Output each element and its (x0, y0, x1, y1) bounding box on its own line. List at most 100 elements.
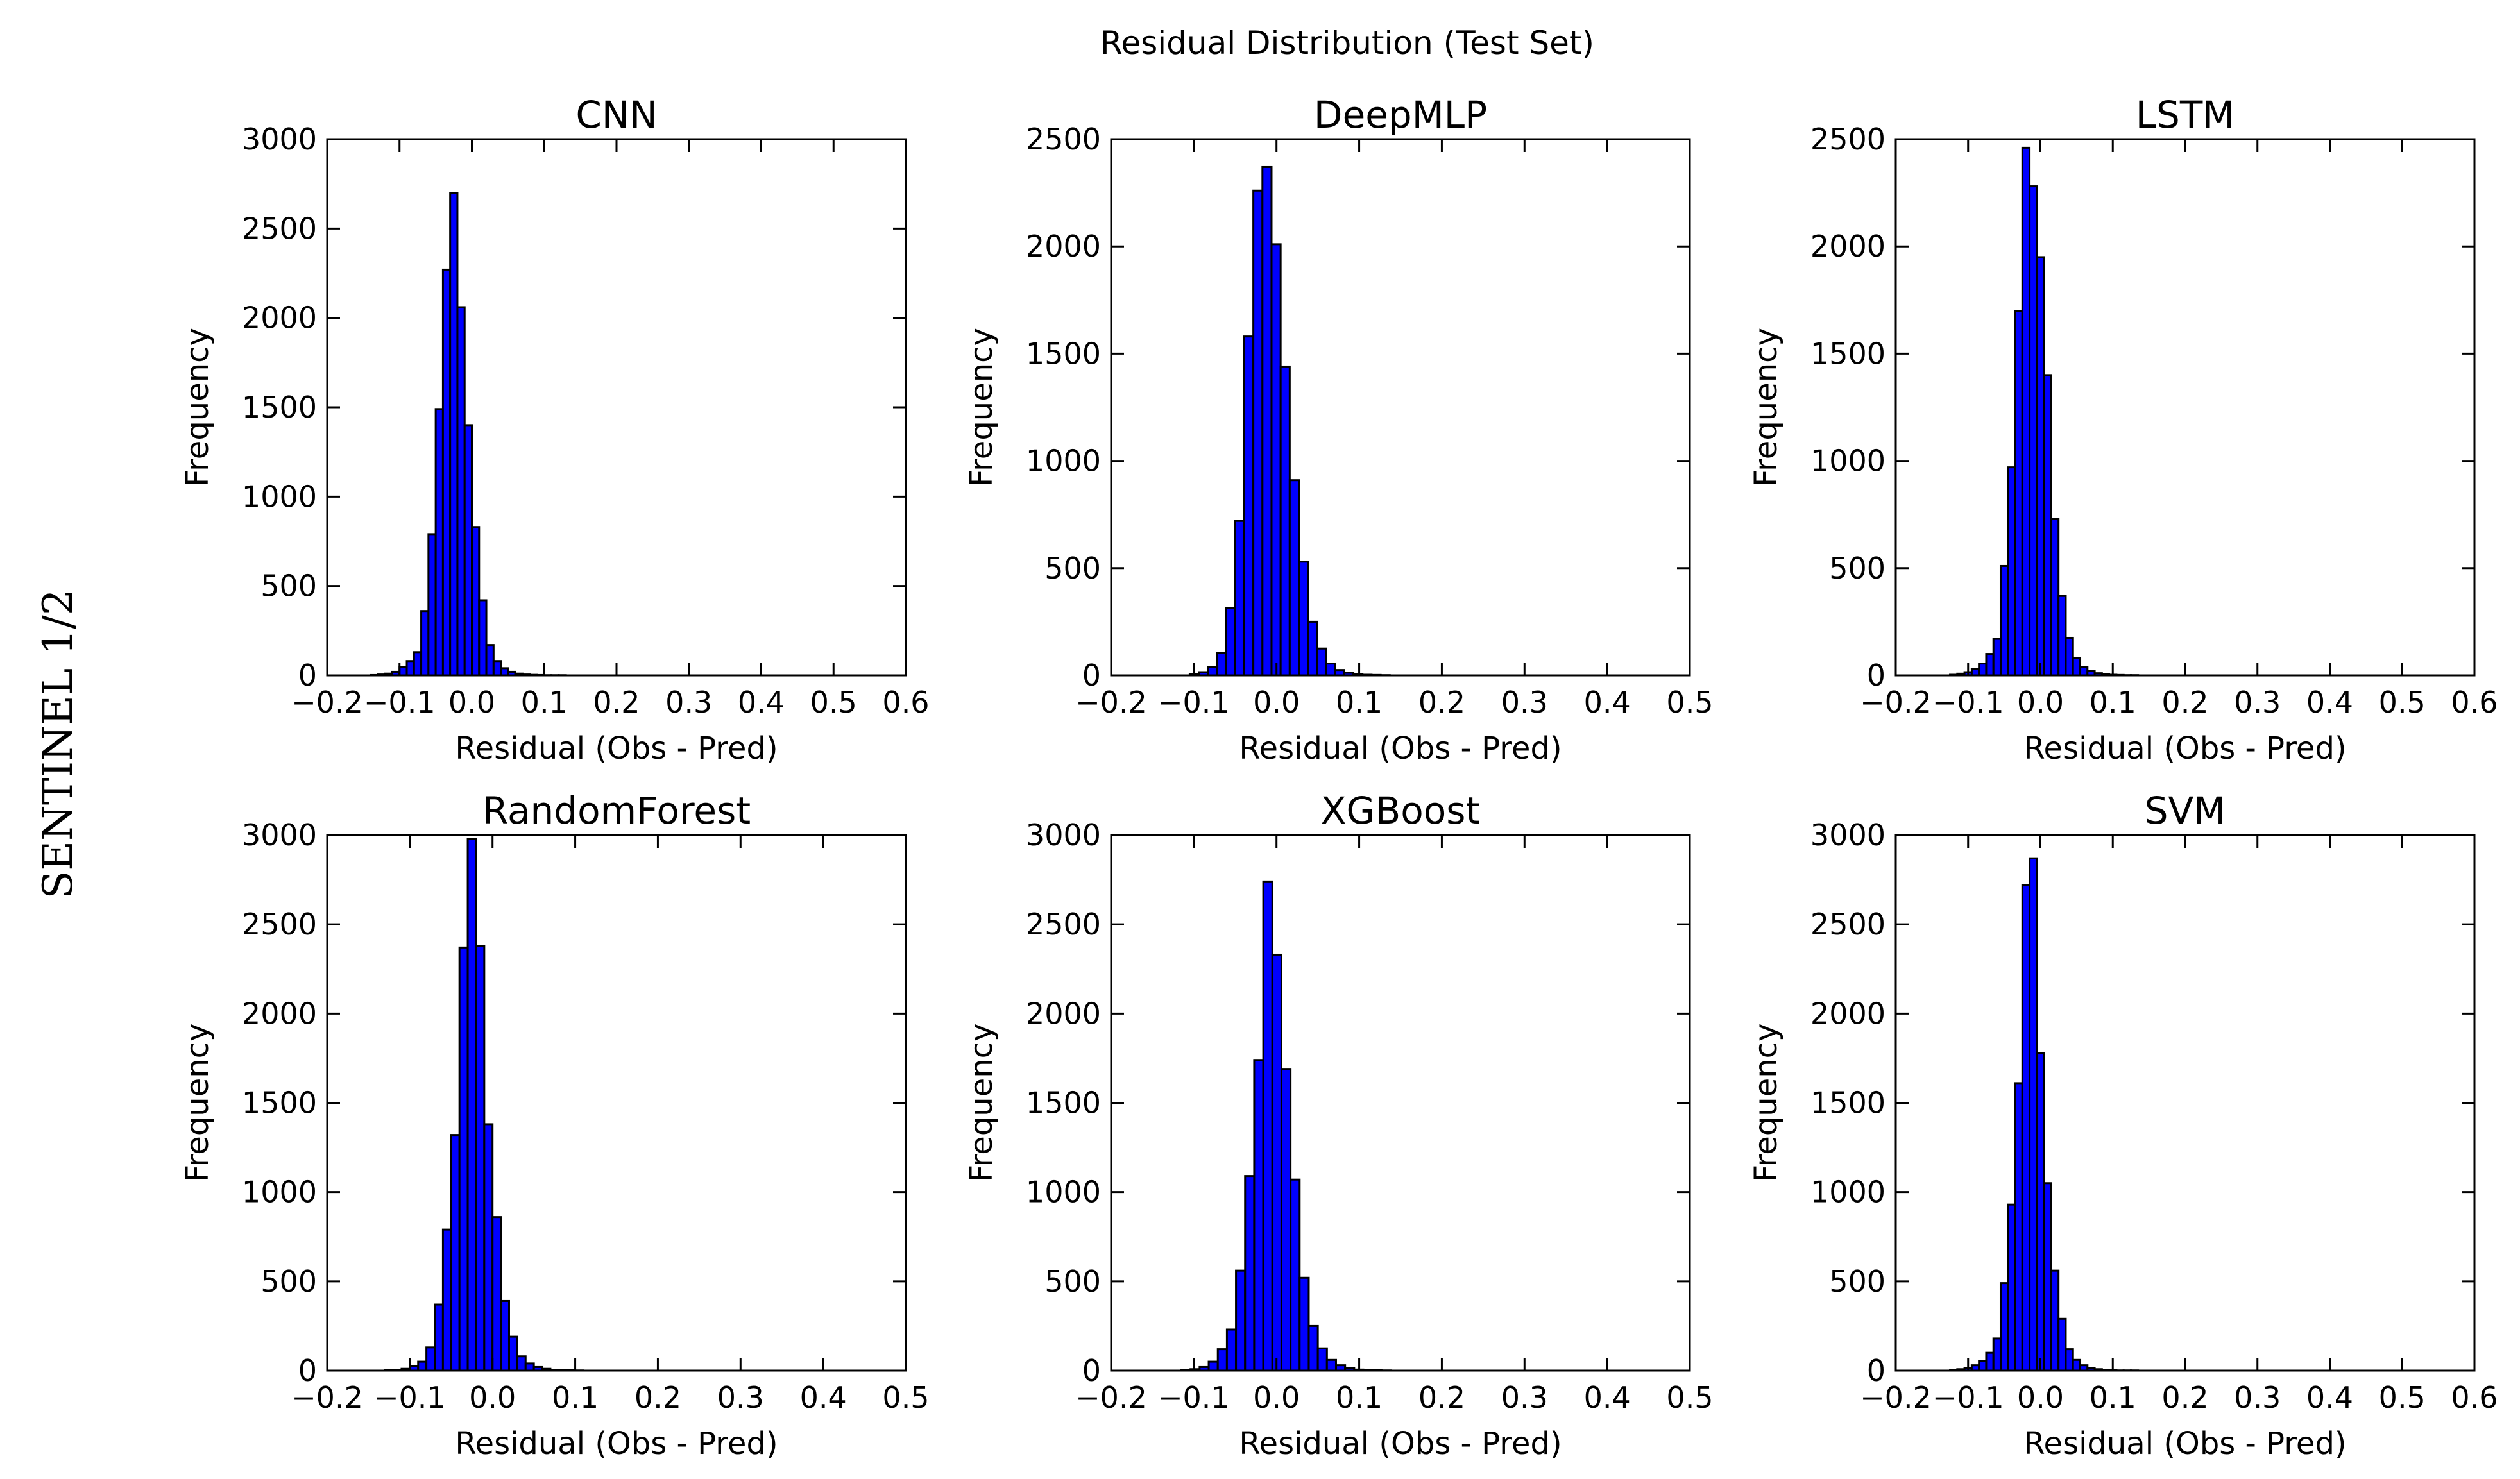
histogram-bar (417, 1360, 428, 1372)
x-tick-label: −0.2 (1075, 685, 1147, 720)
histogram-bar (1235, 1269, 1247, 1372)
histogram-bar (500, 667, 509, 677)
histogram-bar (1280, 1068, 1292, 1372)
histogram-bar (1985, 653, 1995, 677)
y-tick-label: 3000 (1026, 818, 1101, 852)
histogram-bar (1244, 1175, 1256, 1372)
x-tick-label: −0.2 (1075, 1380, 1147, 1415)
x-tick-label: 0.6 (2451, 1380, 2498, 1415)
y-tick-label: 1000 (242, 479, 317, 514)
histogram-bar (2007, 1203, 2016, 1372)
histogram-bar (1207, 1360, 1219, 1372)
x-tick-label: 0.0 (2017, 1380, 2064, 1415)
x-tick-label: 0.0 (469, 1380, 516, 1415)
x-tick-label: −0.1 (374, 1380, 446, 1415)
histogram-bar (1216, 652, 1227, 677)
histogram-bar (405, 660, 415, 677)
histogram-bar (1225, 607, 1236, 677)
histogram-bar (1307, 620, 1318, 677)
x-tick-label: −0.1 (1932, 1380, 2004, 1415)
histogram-bar (434, 1303, 444, 1372)
y-tick-label: 2000 (1810, 996, 1886, 1031)
y-tick-label: 0 (1082, 658, 1101, 693)
x-tick-label: 0.6 (2451, 685, 2498, 720)
y-tick-label: 1500 (1810, 336, 1886, 371)
histogram-panel: −0.2 −0.1 0.0 0.1 0.2 0.3 0.4 0.5 0 500 1000 1500 20… (964, 93, 1714, 766)
x-tick-label: 0.5 (1666, 1380, 1713, 1415)
histogram-bar (2065, 636, 2074, 677)
histogram-bar (1261, 165, 1273, 677)
y-axis-label: Frequency (1748, 328, 1784, 487)
x-tick-label: 0.1 (2090, 685, 2136, 720)
panel-title: CNN (575, 93, 657, 137)
histogram-bar (1279, 365, 1291, 677)
x-tick-label: 0.1 (1336, 1380, 1383, 1415)
histogram-bar (2007, 466, 2016, 677)
histogram-bar (491, 1216, 502, 1372)
histogram-panel: −0.2 −0.1 0.0 0.1 0.2 0.3 0.4 0.5 0.6 0 500 1000 150… (1748, 93, 2498, 766)
histogram-bar (2043, 374, 2052, 677)
panel-title: SVM (2145, 789, 2226, 832)
histogram-bar (2072, 657, 2082, 677)
y-tick-label: 1500 (1026, 336, 1101, 371)
histogram-bar (1270, 243, 1282, 677)
y-tick-label: 1000 (1026, 1175, 1101, 1210)
x-tick-label: 0.0 (448, 685, 495, 720)
x-axis-label: Residual (Obs - Pred) (2023, 731, 2346, 766)
histogram-bar (398, 666, 408, 677)
histogram-bar (466, 838, 477, 1372)
y-tick-label: 1500 (242, 390, 317, 425)
y-tick-label: 3000 (1810, 818, 1886, 852)
y-tick-label: 2500 (242, 907, 317, 942)
histogram-bar (413, 651, 423, 677)
histogram-panel: −0.2 −0.1 0.0 0.1 0.2 0.3 0.4 0.5 0 500 1000 1500 20… (180, 789, 930, 1462)
y-tick-label: 2000 (1026, 996, 1101, 1031)
x-tick-label: −0.1 (1158, 1380, 1230, 1415)
histogram-bar (1234, 520, 1245, 677)
histogram-bar (425, 1346, 436, 1372)
y-tick-label: 2500 (1026, 907, 1101, 942)
x-tick-label: 0.1 (521, 685, 568, 720)
y-tick-label: 500 (260, 1264, 317, 1299)
x-tick-label: 0.5 (1666, 685, 1713, 720)
histogram-bar (500, 1299, 510, 1372)
histogram-bar (441, 1228, 452, 1372)
y-tick-label: 1500 (1810, 1086, 1886, 1120)
histogram-bar (456, 306, 466, 677)
x-tick-label: 0.5 (2379, 1380, 2426, 1415)
y-tick-label: 2000 (1026, 229, 1101, 264)
histogram-bar (458, 946, 469, 1372)
x-tick-label: 0.1 (2090, 1380, 2136, 1415)
x-tick-label: 0.3 (2234, 685, 2281, 720)
y-tick-label: 2000 (1810, 229, 1886, 264)
x-tick-label: 0.2 (2161, 685, 2208, 720)
histogram-bar (1252, 189, 1264, 677)
x-tick-label: 0.4 (2306, 1380, 2353, 1415)
histogram-bar (516, 1355, 527, 1372)
histogram-bar (1298, 1276, 1310, 1372)
histogram-grid: −0.2 −0.1 0.0 0.1 0.2 0.3 0.4 0.5 0.6 0 500 1000 150… (180, 93, 2498, 1462)
x-tick-label: 0.2 (634, 1380, 681, 1415)
histogram-bar (1298, 561, 1309, 677)
x-tick-label: 0.2 (1418, 1380, 1465, 1415)
histogram-bar (1225, 1328, 1238, 1372)
axes-frame (326, 834, 907, 1372)
figure-title: Residual Distribution (Test Set) (1100, 24, 1594, 62)
histogram-bar (2021, 884, 2031, 1372)
histogram-bar (2029, 857, 2038, 1372)
histogram-bar (478, 599, 488, 677)
axes-frame (1110, 138, 1691, 677)
histogram-bar (485, 644, 495, 677)
histogram-bar (434, 408, 444, 677)
histogram-bar (463, 424, 473, 677)
x-tick-label: 0.3 (1501, 1380, 1548, 1415)
panel-title: RandomForest (482, 789, 751, 832)
histogram-bar (1262, 880, 1273, 1372)
y-tick-label: 500 (1044, 551, 1101, 586)
y-axis-label: Frequency (964, 328, 1000, 487)
panel-title: DeepMLP (1314, 93, 1487, 137)
x-tick-label: 0.2 (2161, 1380, 2208, 1415)
y-tick-label: 0 (298, 658, 317, 693)
x-axis-label: Residual (Obs - Pred) (1239, 731, 1562, 766)
